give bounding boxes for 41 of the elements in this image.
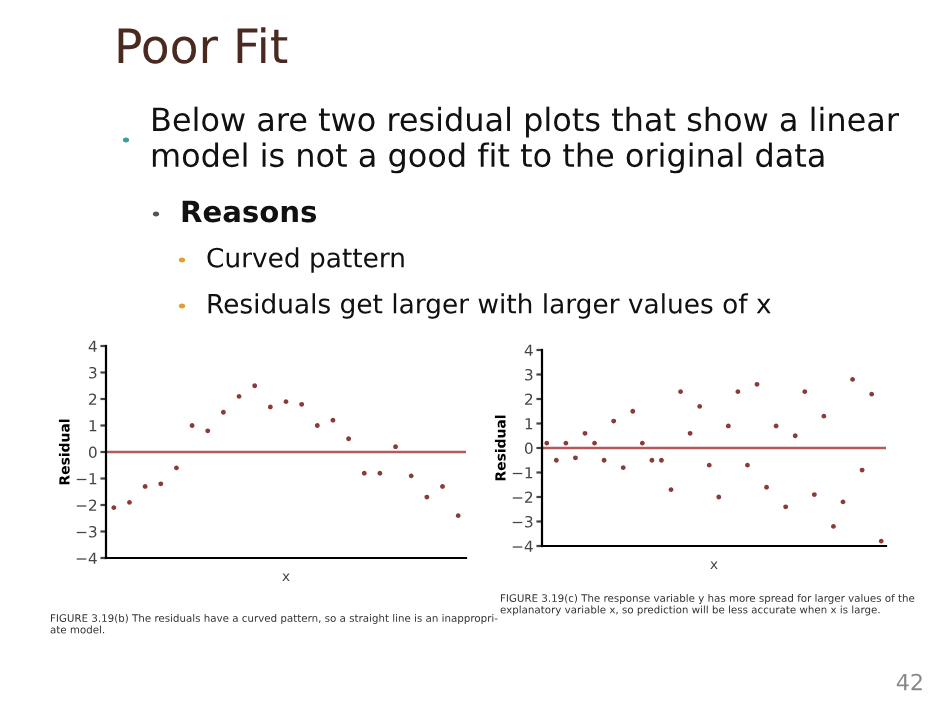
point xyxy=(299,401,305,407)
point xyxy=(716,494,722,500)
text: Curved pattern xyxy=(207,247,404,273)
point xyxy=(236,393,242,399)
text: Reasons xyxy=(182,200,317,223)
point xyxy=(408,473,414,479)
point xyxy=(205,428,211,434)
point xyxy=(252,383,258,389)
point xyxy=(792,433,798,439)
text: Poor Fit xyxy=(118,27,288,64)
point xyxy=(783,504,789,510)
point xyxy=(630,408,636,414)
point xyxy=(725,423,731,429)
point xyxy=(158,481,164,487)
point xyxy=(878,538,884,544)
point xyxy=(639,440,645,446)
text: Below are two residual plots that show a linear model is not a good fit to the original data xyxy=(152,106,899,174)
point xyxy=(455,513,461,519)
point xyxy=(553,457,559,463)
point xyxy=(330,417,336,423)
text: Residuals get larger with larger values of x xyxy=(208,293,771,319)
point xyxy=(687,430,693,436)
point xyxy=(735,389,741,395)
point xyxy=(111,505,117,511)
point xyxy=(649,457,655,463)
point xyxy=(377,470,383,476)
point xyxy=(582,430,588,436)
point xyxy=(220,409,226,415)
point xyxy=(346,436,352,442)
point xyxy=(869,391,875,397)
point xyxy=(267,404,273,410)
point xyxy=(754,381,760,387)
point xyxy=(620,465,626,471)
point xyxy=(802,389,808,395)
text: 42 xyxy=(896,673,922,691)
point xyxy=(706,462,712,468)
point xyxy=(361,470,367,476)
point xyxy=(697,403,703,409)
point xyxy=(611,418,617,424)
point xyxy=(544,440,550,446)
point xyxy=(601,457,607,463)
